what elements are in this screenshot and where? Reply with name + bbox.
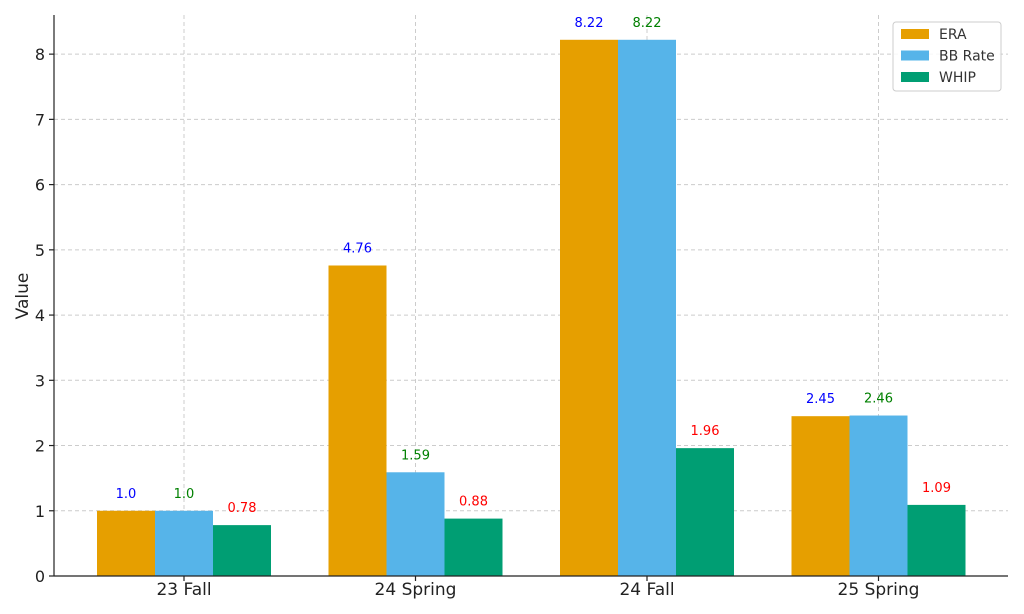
x-tick-label: 24 Spring xyxy=(375,580,457,600)
bar-bb-rate xyxy=(155,510,213,576)
legend-label: ERA xyxy=(939,27,967,43)
bar-era xyxy=(791,416,850,576)
bar-whip xyxy=(213,525,271,576)
bar-whip xyxy=(676,448,734,576)
bar-era xyxy=(328,265,387,576)
data-label: 4.76 xyxy=(343,241,372,256)
bar-era xyxy=(560,39,618,576)
bar-whip xyxy=(444,518,503,576)
bar-bb-rate xyxy=(849,415,908,576)
bar-bb-rate xyxy=(618,39,676,576)
legend-label: BB Rate xyxy=(939,49,995,65)
legend-label: WHIP xyxy=(939,70,976,86)
y-tick-label: 5 xyxy=(35,241,45,260)
y-tick-label: 8 xyxy=(35,45,45,64)
data-label: 8.22 xyxy=(575,16,604,31)
data-labels: 1.0 4.76 8.22 2.45 1.0 1.59 8.22 2.46 0.78 0.88 1.… xyxy=(116,16,951,516)
data-label: 1.96 xyxy=(691,424,720,439)
bar-whip xyxy=(907,504,966,576)
legend-swatch xyxy=(901,72,929,82)
bars xyxy=(97,39,966,576)
bar-bb-rate xyxy=(386,472,445,576)
data-label: 0.88 xyxy=(459,495,488,510)
y-tick-label: 3 xyxy=(35,371,45,390)
data-label: 8.22 xyxy=(633,16,662,31)
y-tick-label: 1 xyxy=(35,502,45,521)
y-tick-label: 7 xyxy=(35,110,45,129)
legend-swatch xyxy=(901,50,929,61)
y-tick-label: 0 xyxy=(35,567,45,586)
y-tick-label: 6 xyxy=(35,176,45,195)
x-tick-label: 25 Spring xyxy=(838,580,920,600)
x-tick-label: 23 Fall xyxy=(156,580,211,600)
data-label: 1.09 xyxy=(922,481,951,496)
data-label: 0.78 xyxy=(228,501,257,516)
data-label: 1.0 xyxy=(174,487,195,502)
y-tick-label: 2 xyxy=(35,437,45,456)
data-label: 1.0 xyxy=(116,487,137,502)
y-axis-label: Value xyxy=(13,273,33,320)
bar-era xyxy=(97,510,155,576)
x-tick-label: 24 Fall xyxy=(619,580,674,600)
data-label: 2.46 xyxy=(864,392,893,407)
legend-swatch xyxy=(901,29,929,39)
data-label: 1.59 xyxy=(401,448,430,463)
data-label: 2.45 xyxy=(806,392,835,407)
legend: ERA BB Rate WHIP xyxy=(892,21,1002,92)
y-tick-label: 4 xyxy=(35,306,45,325)
axes: 0 1 2 3 4 5 6 7 8 23 Fall 24 Spring 24 Fall 25 Sprin… xyxy=(35,15,1008,600)
